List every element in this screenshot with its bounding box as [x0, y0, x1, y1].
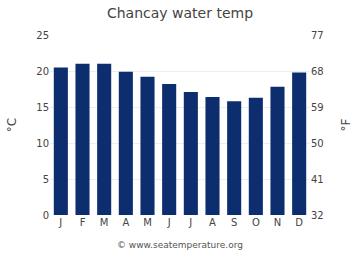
svg-text:N: N [274, 217, 281, 228]
svg-text:F: F [80, 217, 86, 228]
svg-text:10: 10 [36, 138, 49, 149]
svg-text:59: 59 [311, 102, 324, 113]
svg-text:20: 20 [36, 66, 49, 77]
svg-text:D: D [295, 217, 303, 228]
svg-text:A: A [209, 217, 216, 228]
svg-text:A: A [122, 217, 129, 228]
svg-text:J: J [167, 217, 171, 228]
svg-text:5: 5 [43, 174, 49, 185]
svg-text:15: 15 [36, 102, 49, 113]
svg-text:O: O [252, 217, 260, 228]
svg-text:32: 32 [311, 210, 324, 221]
svg-text:50: 50 [311, 138, 324, 149]
svg-text:0: 0 [43, 210, 49, 221]
svg-text:M: M [100, 217, 109, 228]
svg-text:S: S [231, 217, 237, 228]
svg-text:°F: °F [339, 118, 353, 131]
svg-text:25: 25 [36, 30, 49, 41]
svg-text:77: 77 [311, 30, 324, 41]
svg-text:J: J [58, 217, 62, 228]
svg-text:Chancay water temp: Chancay water temp [107, 5, 253, 21]
svg-text:41: 41 [311, 174, 324, 185]
svg-text:°C: °C [5, 118, 19, 132]
svg-text:© www.seatemperature.org: © www.seatemperature.org [117, 240, 243, 250]
svg-text:M: M [143, 217, 152, 228]
svg-text:68: 68 [311, 66, 324, 77]
svg-text:J: J [188, 217, 192, 228]
